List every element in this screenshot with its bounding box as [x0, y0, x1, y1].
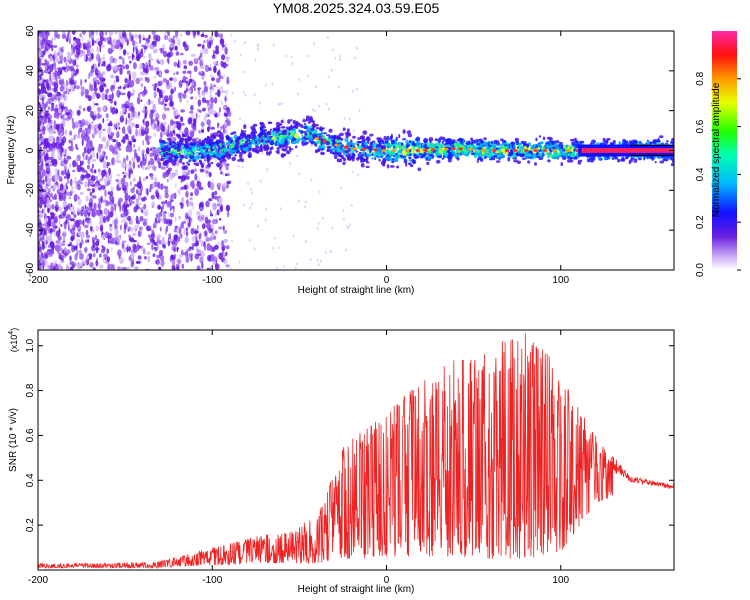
snr-y-tick-label: 0.6 — [25, 428, 36, 442]
colorbar-tick-label: 0.8 — [695, 71, 706, 85]
spectrogram-y-label: Frequency (Hz) — [6, 116, 17, 185]
spectrogram-y-tick-label: -40 — [25, 223, 36, 238]
spectrogram-x-tick-label: -100 — [202, 275, 222, 286]
snr-y-multiplier: (x104) — [8, 328, 19, 352]
snr-y-label: SNR (10 * v/v) — [8, 408, 19, 472]
colorbar-tick-label: 0.4 — [695, 167, 706, 181]
spectrogram-x-ticks: -200 -100 0 100 — [28, 31, 570, 286]
snr-x-tick-label: -100 — [202, 575, 222, 586]
spectrogram-x-tick-label: -200 — [28, 275, 48, 286]
snr-y-tick-label: 1.0 — [25, 338, 36, 352]
spectrogram-x-label: Height of straight line (km) — [298, 285, 415, 296]
colorbar-tick-label: 0.0 — [695, 263, 706, 277]
snr-panel: -200 -100 0 100 0.2 0.4 0.6 0.8 1.0 Height of s… — [8, 328, 675, 595]
snr-y-tick-label: 0.2 — [25, 518, 36, 532]
colorbar-ticks: 0.0 0.2 0.4 0.6 0.8 — [695, 71, 741, 277]
figure-title: YM08.2025.324.03.59.E05 — [272, 0, 440, 16]
snr-x-ticks: -200 -100 0 100 — [28, 330, 570, 586]
spectrogram-y-tick-label: 20 — [25, 105, 36, 117]
spectrogram-x-tick-label: 100 — [552, 275, 569, 286]
snr-series-line — [38, 333, 674, 570]
snr-x-tick-label: -200 — [28, 575, 48, 586]
spectrogram-y-tick-label: -20 — [25, 183, 36, 198]
colorbar-gradient — [712, 31, 737, 270]
spectrogram-x-tick-label: 0 — [384, 275, 390, 286]
colorbar-tick-label: 0.2 — [695, 215, 706, 229]
snr-x-tick-label: 100 — [552, 575, 569, 586]
spectrogram-heatmap — [38, 31, 674, 270]
spectrogram-y-tick-label: -60 — [25, 262, 36, 277]
colorbar: 0.0 0.2 0.4 0.6 0.8 Normalized spectral ampl… — [695, 31, 741, 277]
spectrogram-y-ticks: -60 -40 -20 0 20 40 60 — [25, 25, 674, 277]
snr-frame — [37, 329, 675, 571]
snr-y-tick-label: 0.4 — [25, 473, 36, 487]
snr-x-tick-label: 0 — [384, 575, 390, 586]
snr-y-tick-label: 0.8 — [25, 383, 36, 397]
snr-y-ticks: 0.2 0.4 0.6 0.8 1.0 — [25, 338, 674, 532]
spectrogram-y-tick-label: 0 — [25, 147, 36, 153]
spectrogram-y-tick-label: 40 — [25, 65, 36, 77]
colorbar-tick-label: 0.6 — [695, 119, 706, 133]
colorbar-label: Normalized spectral amplitude — [711, 82, 722, 217]
spectrogram-y-tick-label: 60 — [25, 25, 36, 37]
snr-x-label: Height of straight line (km) — [298, 584, 415, 595]
